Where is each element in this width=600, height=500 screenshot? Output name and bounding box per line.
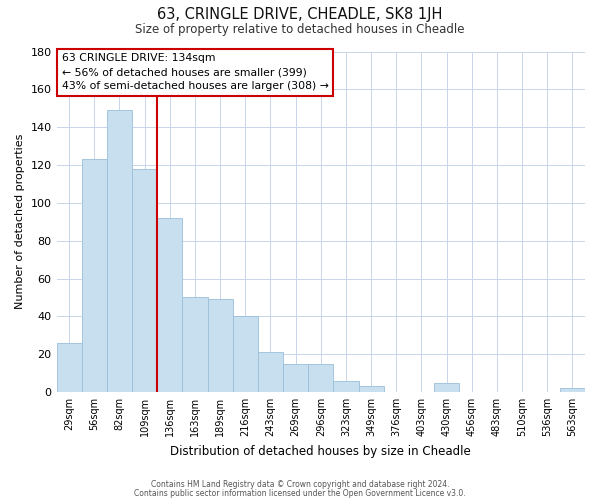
Bar (283, 364, 308, 392)
Text: 63 CRINGLE DRIVE: 134sqm
← 56% of detached houses are smaller (399)
43% of semi-: 63 CRINGLE DRIVE: 134sqm ← 56% of detach… (62, 53, 329, 91)
Text: Size of property relative to detached houses in Cheadle: Size of property relative to detached ho… (135, 22, 465, 36)
Bar (157, 218, 182, 392)
Text: Contains public sector information licensed under the Open Government Licence v3: Contains public sector information licen… (134, 488, 466, 498)
Text: Contains HM Land Registry data © Crown copyright and database right 2024.: Contains HM Land Registry data © Crown c… (151, 480, 449, 489)
Bar (208, 300, 233, 392)
Bar (107, 110, 132, 392)
Bar (56, 343, 82, 392)
Bar (233, 316, 258, 392)
Text: 63, CRINGLE DRIVE, CHEADLE, SK8 1JH: 63, CRINGLE DRIVE, CHEADLE, SK8 1JH (157, 8, 443, 22)
Bar (182, 298, 208, 392)
Bar (82, 160, 107, 392)
X-axis label: Distribution of detached houses by size in Cheadle: Distribution of detached houses by size … (170, 444, 471, 458)
Bar (560, 388, 585, 392)
Bar (434, 382, 459, 392)
Y-axis label: Number of detached properties: Number of detached properties (15, 134, 25, 310)
Bar (308, 364, 334, 392)
Bar (334, 380, 359, 392)
Bar (132, 169, 157, 392)
Bar (258, 352, 283, 392)
Bar (359, 386, 383, 392)
